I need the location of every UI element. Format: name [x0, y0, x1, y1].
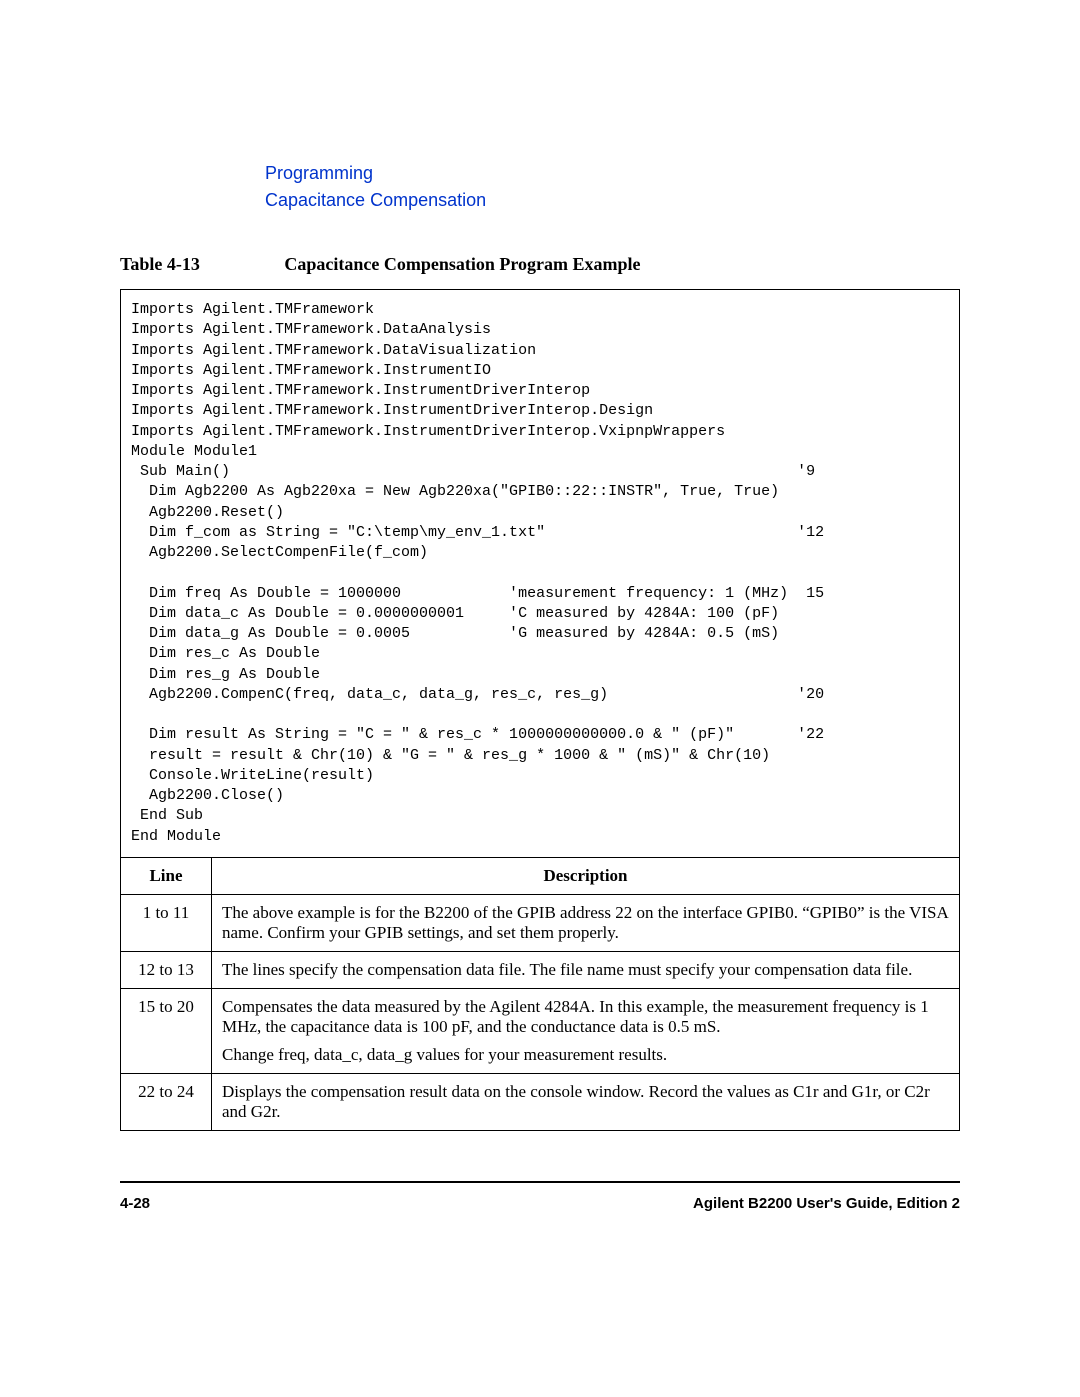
col-header-desc: Description	[212, 857, 960, 894]
table-row: 1 to 11 The above example is for the B22…	[121, 894, 960, 951]
guide-title: Agilent B2200 User's Guide, Edition 2	[693, 1195, 960, 1212]
header-link-programming[interactable]: Programming	[265, 160, 960, 187]
desc-cell: Compensates the data measured by the Agi…	[212, 988, 960, 1073]
table-number: Table 4-13	[120, 254, 200, 274]
header-link-capacitance[interactable]: Capacitance Compensation	[265, 187, 960, 214]
desc-paragraph: Compensates the data measured by the Agi…	[222, 997, 949, 1037]
table-header-row: Line Description	[121, 857, 960, 894]
col-header-line: Line	[121, 857, 212, 894]
description-table: Line Description 1 to 11 The above examp…	[120, 857, 960, 1131]
code-listing: Imports Agilent.TMFramework Imports Agil…	[120, 289, 960, 858]
table-row: 15 to 20 Compensates the data measured b…	[121, 988, 960, 1073]
desc-cell: The above example is for the B2200 of th…	[212, 894, 960, 951]
table-title: Capacitance Compensation Program Example	[284, 254, 640, 274]
page-footer: 4-28 Agilent B2200 User's Guide, Edition…	[120, 1181, 960, 1212]
line-cell: 15 to 20	[121, 988, 212, 1073]
page-number: 4-28	[120, 1195, 150, 1212]
header-links: Programming Capacitance Compensation	[265, 160, 960, 214]
page-content: Programming Capacitance Compensation Tab…	[0, 0, 1080, 1272]
line-cell: 22 to 24	[121, 1073, 212, 1130]
desc-cell: Displays the compensation result data on…	[212, 1073, 960, 1130]
table-row: 12 to 13 The lines specify the compensat…	[121, 951, 960, 988]
table-caption: Table 4-13 Capacitance Compensation Prog…	[120, 254, 960, 275]
line-cell: 1 to 11	[121, 894, 212, 951]
desc-cell: The lines specify the compensation data …	[212, 951, 960, 988]
table-row: 22 to 24 Displays the compensation resul…	[121, 1073, 960, 1130]
line-cell: 12 to 13	[121, 951, 212, 988]
desc-paragraph: Change freq, data_c, data_g values for y…	[222, 1045, 949, 1065]
